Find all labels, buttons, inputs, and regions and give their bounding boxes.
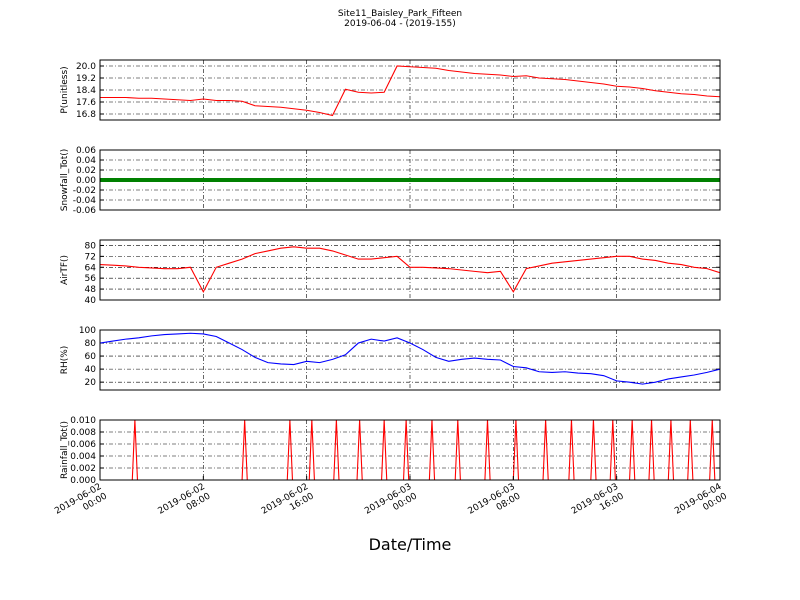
y-tick-label: 0.00 xyxy=(76,176,96,186)
data-line xyxy=(100,246,720,294)
chart-title: Site11_Baisley_Park_Fifteen xyxy=(338,9,462,19)
y-tick-label: 72 xyxy=(85,252,96,262)
y-tick-label: 18.4 xyxy=(76,86,96,96)
y-tick-label: 56 xyxy=(85,274,97,284)
y-tick-label: 17.6 xyxy=(76,98,96,108)
data-line xyxy=(100,332,720,385)
y-tick-label: 0.006 xyxy=(70,440,96,450)
y-tick-label: 20 xyxy=(85,378,97,388)
y-tick-label: 40 xyxy=(85,365,97,375)
y-tick-label: 80 xyxy=(85,339,97,349)
data-line xyxy=(100,420,720,480)
y-tick-label: 0.008 xyxy=(70,428,96,438)
y-axis-label: Snowfall_Tot() xyxy=(60,149,70,212)
y-tick-label: 0.010 xyxy=(70,416,96,426)
y-axis-label: Rainfall_Tot() xyxy=(60,421,70,479)
panel-frame xyxy=(99,239,721,301)
y-tick-label: 64 xyxy=(85,263,97,273)
y-tick-label: -0.06 xyxy=(73,206,97,216)
y-tick-label: 60 xyxy=(85,352,97,362)
chart-subtitle: 2019-06-04 - (2019-155) xyxy=(344,19,456,29)
y-tick-label: 0.004 xyxy=(70,452,96,462)
x-axis-label: Date/Time xyxy=(369,535,452,554)
y-tick-label: 0.000 xyxy=(70,476,96,486)
y-axis-label: RH(%) xyxy=(60,346,70,375)
y-axis-label: P(unitless) xyxy=(60,66,70,113)
y-tick-label: -0.02 xyxy=(73,186,96,196)
y-tick-label: -0.04 xyxy=(73,196,97,206)
y-tick-label: 0.002 xyxy=(70,464,96,474)
y-tick-label: 0.02 xyxy=(76,166,96,176)
y-tick-label: 40 xyxy=(85,296,97,306)
panel-frame xyxy=(99,149,721,211)
y-axis-label: AirTF() xyxy=(60,255,70,285)
y-tick-label: 100 xyxy=(79,326,96,336)
panel-frame xyxy=(99,59,721,121)
data-line xyxy=(100,65,720,117)
y-tick-label: 19.2 xyxy=(76,74,96,84)
y-tick-label: 16.8 xyxy=(76,110,96,120)
y-tick-label: 0.06 xyxy=(76,146,96,156)
y-tick-label: 48 xyxy=(85,285,97,295)
y-tick-label: 20.0 xyxy=(76,62,96,72)
y-tick-label: 80 xyxy=(85,241,97,251)
y-tick-label: 0.04 xyxy=(76,156,96,166)
panel-frame xyxy=(99,329,721,391)
